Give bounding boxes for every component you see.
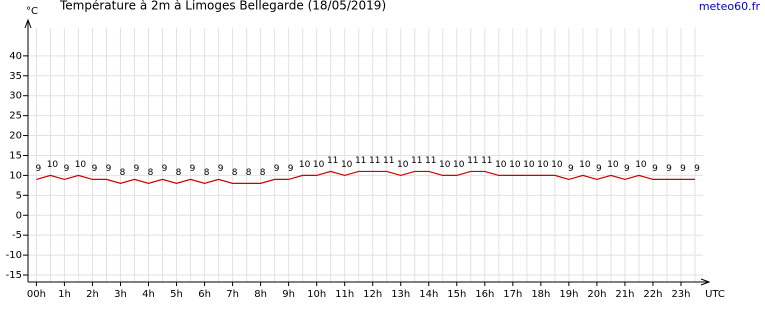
- value-label: 8: [232, 168, 238, 178]
- value-label: 11: [369, 156, 380, 166]
- source-link[interactable]: meteo60.fr: [699, 0, 761, 13]
- y-tick-label: 5: [16, 190, 22, 201]
- value-label: 9: [288, 164, 294, 174]
- value-label: 9: [568, 164, 574, 174]
- value-label: 10: [75, 160, 87, 170]
- value-label: 8: [246, 168, 252, 178]
- x-tick-label: 00h: [27, 289, 46, 300]
- value-label: 9: [666, 164, 672, 174]
- value-label: 9: [36, 164, 42, 174]
- x-tick-label: 10h: [307, 289, 326, 300]
- value-label: 9: [106, 164, 112, 174]
- value-label: 10: [523, 160, 535, 170]
- x-tick-label: 4h: [142, 289, 155, 300]
- y-unit: °C: [26, 6, 38, 17]
- x-tick-label: 6h: [198, 289, 211, 300]
- x-unit: UTC: [705, 289, 725, 300]
- x-tick-label: 20h: [587, 289, 606, 300]
- value-label: 9: [134, 164, 140, 174]
- value-label: 10: [537, 160, 549, 170]
- x-tick-label: 5h: [170, 289, 183, 300]
- x-tick-label: 19h: [559, 289, 578, 300]
- value-label: 10: [495, 160, 507, 170]
- value-label: 9: [92, 164, 98, 174]
- y-tick-label: 25: [9, 111, 22, 122]
- value-label: 8: [176, 168, 182, 178]
- value-label: 10: [509, 160, 521, 170]
- y-tick-label: -10: [6, 250, 22, 261]
- value-label: 11: [383, 156, 394, 166]
- value-label: 11: [425, 156, 436, 166]
- value-label: 8: [260, 168, 266, 178]
- value-label: 9: [162, 164, 168, 174]
- y-tick-label: 10: [9, 170, 22, 181]
- y-tick-label: -15: [6, 270, 22, 281]
- value-label: 10: [551, 160, 563, 170]
- x-tick-label: 3h: [114, 289, 127, 300]
- value-label: 10: [299, 160, 311, 170]
- x-tick-label: 15h: [447, 289, 466, 300]
- y-tick-label: 15: [9, 150, 22, 161]
- value-label: 9: [64, 164, 70, 174]
- value-label: 11: [467, 156, 478, 166]
- value-label: 9: [596, 164, 602, 174]
- value-label: 10: [397, 160, 409, 170]
- x-tick-label: 18h: [531, 289, 550, 300]
- value-label: 10: [607, 160, 619, 170]
- y-tick-label: 30: [9, 91, 22, 102]
- value-label: 8: [148, 168, 154, 178]
- value-label: 9: [680, 164, 686, 174]
- value-label: 10: [341, 160, 353, 170]
- value-label: 8: [204, 168, 210, 178]
- y-axis-arrow: [24, 18, 32, 29]
- value-label: 10: [439, 160, 451, 170]
- value-label: 10: [313, 160, 325, 170]
- value-label: 8: [120, 168, 126, 178]
- value-label: 9: [624, 164, 630, 174]
- y-tick-label: 20: [9, 131, 22, 142]
- value-label: 10: [47, 160, 59, 170]
- value-label: 10: [453, 160, 465, 170]
- x-tick-label: 1h: [58, 289, 71, 300]
- value-label: 11: [355, 156, 366, 166]
- y-tick-label: 35: [9, 71, 22, 82]
- chart-title: Température à 2m à Limoges Bellegarde (1…: [59, 0, 386, 13]
- value-label: 11: [411, 156, 422, 166]
- y-tick-label: 0: [16, 210, 22, 221]
- value-label: 9: [190, 164, 196, 174]
- x-tick-label: 8h: [254, 289, 267, 300]
- value-label: 9: [652, 164, 658, 174]
- y-tick-label: -5: [12, 230, 22, 241]
- x-tick-label: 21h: [615, 289, 634, 300]
- x-tick-label: 9h: [282, 289, 295, 300]
- value-label: 9: [218, 164, 224, 174]
- x-tick-label: 16h: [475, 289, 494, 300]
- value-label: 11: [481, 156, 492, 166]
- value-label: 9: [274, 164, 280, 174]
- value-label: 10: [635, 160, 647, 170]
- x-tick-label: 2h: [86, 289, 99, 300]
- x-tick-label: 11h: [335, 289, 354, 300]
- x-tick-label: 14h: [419, 289, 438, 300]
- temperature-line: [36, 170, 695, 185]
- x-axis-arrow: [700, 278, 711, 286]
- value-label: 11: [327, 156, 338, 166]
- x-tick-label: 7h: [226, 289, 239, 300]
- x-tick-label: 12h: [363, 289, 382, 300]
- x-tick-label: 17h: [503, 289, 522, 300]
- x-tick-label: 23h: [671, 289, 690, 300]
- value-label: 9: [694, 164, 700, 174]
- x-tick-label: 22h: [643, 289, 662, 300]
- y-tick-label: 40: [9, 51, 22, 62]
- value-label: 10: [579, 160, 591, 170]
- x-tick-label: 13h: [391, 289, 410, 300]
